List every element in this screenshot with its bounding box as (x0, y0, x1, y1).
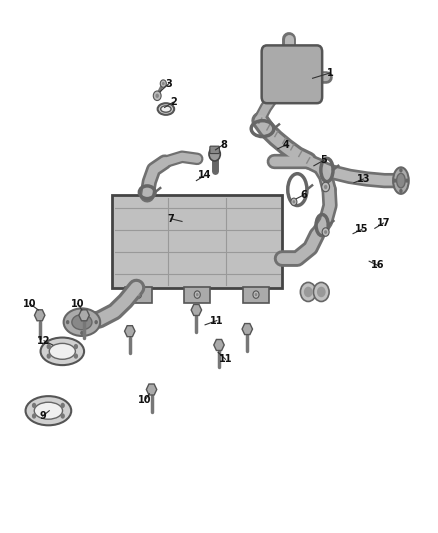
Text: 14: 14 (198, 171, 212, 180)
Circle shape (324, 185, 327, 189)
Text: 11: 11 (210, 316, 223, 326)
Circle shape (80, 309, 84, 313)
Text: 12: 12 (37, 336, 51, 346)
Circle shape (80, 331, 84, 335)
Ellipse shape (397, 173, 405, 188)
Circle shape (153, 91, 161, 101)
Text: 10: 10 (23, 298, 36, 309)
Circle shape (322, 228, 329, 236)
Text: 15: 15 (355, 224, 368, 235)
Circle shape (209, 147, 220, 161)
Circle shape (155, 94, 159, 98)
Circle shape (60, 414, 65, 419)
FancyBboxPatch shape (125, 287, 152, 303)
Circle shape (162, 82, 165, 85)
Text: 4: 4 (283, 140, 290, 150)
Circle shape (46, 353, 51, 359)
FancyBboxPatch shape (113, 195, 282, 288)
Circle shape (160, 80, 166, 87)
Circle shape (135, 291, 141, 298)
Circle shape (196, 293, 198, 296)
Ellipse shape (72, 314, 92, 330)
Text: 2: 2 (170, 97, 177, 107)
Circle shape (293, 200, 295, 204)
Text: 13: 13 (357, 174, 370, 184)
Ellipse shape (49, 343, 75, 359)
Circle shape (399, 189, 403, 193)
Circle shape (405, 179, 409, 183)
Ellipse shape (64, 309, 100, 336)
Circle shape (253, 291, 259, 298)
Text: 1: 1 (327, 68, 333, 78)
Circle shape (314, 282, 329, 302)
Text: 10: 10 (71, 298, 84, 309)
Ellipse shape (158, 103, 174, 115)
Text: 5: 5 (320, 156, 327, 165)
Circle shape (194, 291, 200, 298)
Ellipse shape (41, 337, 84, 365)
Ellipse shape (25, 396, 71, 425)
Polygon shape (214, 340, 224, 351)
Polygon shape (191, 304, 201, 316)
Polygon shape (146, 384, 157, 395)
Ellipse shape (393, 167, 409, 194)
Circle shape (74, 344, 78, 349)
Circle shape (304, 287, 313, 297)
Circle shape (254, 293, 258, 296)
Polygon shape (79, 310, 89, 321)
Ellipse shape (34, 402, 63, 419)
Circle shape (137, 293, 140, 296)
Circle shape (32, 414, 36, 419)
FancyBboxPatch shape (184, 287, 210, 303)
Text: 3: 3 (166, 78, 172, 88)
Text: 11: 11 (219, 354, 232, 364)
Circle shape (32, 403, 36, 408)
Circle shape (300, 282, 316, 302)
Polygon shape (242, 324, 253, 335)
FancyBboxPatch shape (210, 146, 219, 154)
Circle shape (324, 230, 327, 234)
Text: 17: 17 (377, 218, 390, 228)
Circle shape (60, 403, 65, 408)
Circle shape (66, 320, 69, 324)
Text: 8: 8 (220, 140, 227, 150)
Circle shape (399, 168, 403, 172)
Text: 9: 9 (39, 411, 46, 421)
FancyBboxPatch shape (261, 45, 322, 103)
Circle shape (322, 182, 329, 192)
Text: 16: 16 (371, 261, 385, 270)
Polygon shape (124, 326, 135, 337)
Polygon shape (35, 310, 45, 321)
Circle shape (393, 179, 396, 183)
FancyBboxPatch shape (243, 287, 269, 303)
Text: 7: 7 (168, 214, 174, 224)
Text: 10: 10 (138, 395, 152, 405)
Circle shape (74, 353, 78, 359)
Circle shape (291, 198, 297, 206)
Ellipse shape (161, 106, 171, 112)
Text: 6: 6 (300, 190, 307, 200)
Circle shape (317, 287, 325, 297)
Circle shape (46, 344, 51, 349)
Circle shape (95, 320, 98, 324)
